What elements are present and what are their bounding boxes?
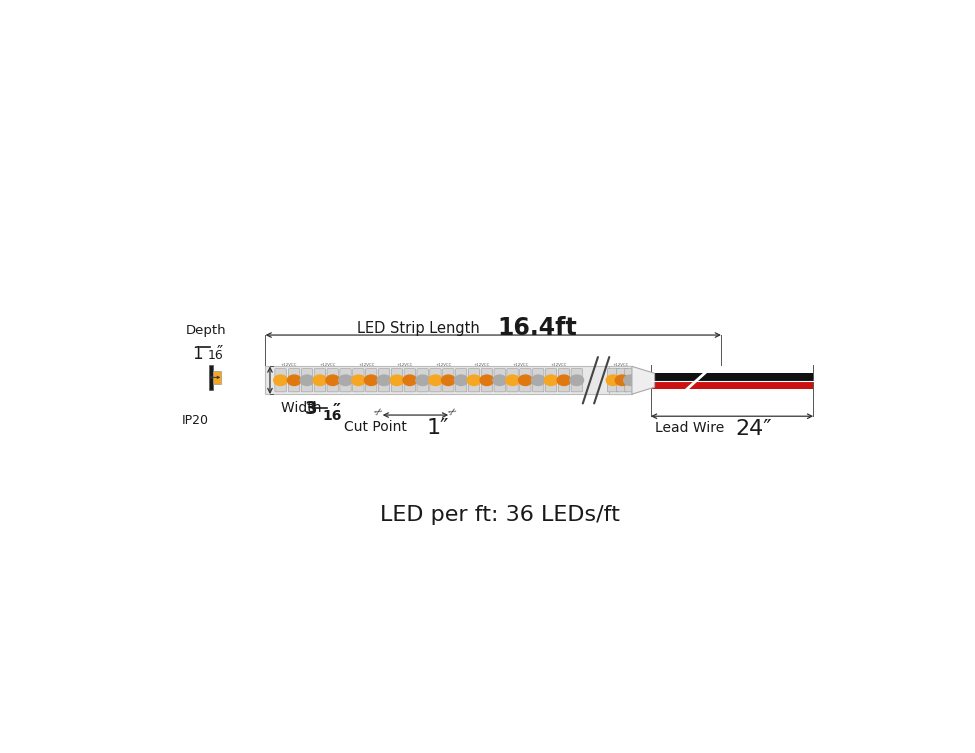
Circle shape <box>415 375 429 386</box>
Circle shape <box>493 375 506 386</box>
Text: +12VCC: +12VCC <box>359 363 374 367</box>
Circle shape <box>300 375 314 386</box>
Circle shape <box>429 375 443 386</box>
Text: 24″: 24″ <box>736 419 772 439</box>
FancyBboxPatch shape <box>275 369 287 392</box>
Bar <box>214 371 221 384</box>
FancyBboxPatch shape <box>327 369 338 392</box>
Text: +12VCC: +12VCC <box>474 363 490 367</box>
Text: ″: ″ <box>217 344 223 362</box>
Circle shape <box>506 375 520 386</box>
Bar <box>209 365 214 389</box>
FancyBboxPatch shape <box>494 369 505 392</box>
FancyBboxPatch shape <box>353 369 364 392</box>
Circle shape <box>624 375 638 386</box>
Circle shape <box>570 375 584 386</box>
Circle shape <box>338 375 352 386</box>
FancyBboxPatch shape <box>482 369 492 392</box>
FancyBboxPatch shape <box>417 369 428 392</box>
Circle shape <box>544 375 558 386</box>
Text: Width: Width <box>282 401 327 415</box>
Circle shape <box>352 375 366 386</box>
Circle shape <box>274 375 288 386</box>
FancyBboxPatch shape <box>616 369 628 392</box>
Text: ✂: ✂ <box>446 405 458 418</box>
Text: ″: ″ <box>332 401 340 419</box>
Circle shape <box>454 375 468 386</box>
Text: +12VCC: +12VCC <box>513 363 528 367</box>
Circle shape <box>467 375 481 386</box>
Circle shape <box>480 375 493 386</box>
Text: 16.4ft: 16.4ft <box>497 316 577 340</box>
Text: +12VCC: +12VCC <box>281 363 297 367</box>
FancyBboxPatch shape <box>314 369 326 392</box>
FancyBboxPatch shape <box>625 369 636 392</box>
FancyBboxPatch shape <box>378 369 390 392</box>
Bar <box>651 373 813 381</box>
Circle shape <box>288 375 301 386</box>
Circle shape <box>365 375 378 386</box>
FancyBboxPatch shape <box>468 369 480 392</box>
Bar <box>265 367 632 394</box>
Text: +12VCC: +12VCC <box>397 363 413 367</box>
Circle shape <box>519 375 532 386</box>
Text: 3: 3 <box>305 400 318 418</box>
Bar <box>651 381 813 389</box>
Text: +12VCC: +12VCC <box>320 363 336 367</box>
Text: LED per ft: 36 LEDs/ft: LED per ft: 36 LEDs/ft <box>379 505 620 525</box>
FancyBboxPatch shape <box>532 369 544 392</box>
Text: 16: 16 <box>208 349 223 362</box>
Text: Cut Point: Cut Point <box>344 419 411 434</box>
FancyBboxPatch shape <box>559 369 569 392</box>
FancyBboxPatch shape <box>430 369 441 392</box>
FancyBboxPatch shape <box>520 369 531 392</box>
Text: +12VCC: +12VCC <box>436 363 451 367</box>
Text: +12VCC: +12VCC <box>613 363 630 367</box>
Circle shape <box>313 375 327 386</box>
FancyBboxPatch shape <box>340 369 351 392</box>
Polygon shape <box>632 367 654 394</box>
Text: ✂: ✂ <box>372 405 385 418</box>
Text: 1: 1 <box>192 346 203 364</box>
Circle shape <box>557 375 570 386</box>
Text: 1″: 1″ <box>427 418 449 438</box>
Text: 16: 16 <box>323 409 342 422</box>
FancyBboxPatch shape <box>545 369 557 392</box>
Text: LED Strip Length: LED Strip Length <box>358 321 489 336</box>
Circle shape <box>531 375 545 386</box>
Circle shape <box>326 375 339 386</box>
FancyBboxPatch shape <box>507 369 518 392</box>
FancyBboxPatch shape <box>289 369 300 392</box>
FancyBboxPatch shape <box>443 369 454 392</box>
FancyBboxPatch shape <box>391 369 403 392</box>
Text: Depth: Depth <box>186 324 227 337</box>
Text: IP20: IP20 <box>181 414 209 428</box>
FancyBboxPatch shape <box>571 369 582 392</box>
FancyBboxPatch shape <box>404 369 415 392</box>
FancyBboxPatch shape <box>301 369 313 392</box>
Circle shape <box>390 375 404 386</box>
FancyBboxPatch shape <box>607 369 619 392</box>
Text: +12VCC: +12VCC <box>551 363 567 367</box>
Circle shape <box>615 375 629 386</box>
Circle shape <box>403 375 416 386</box>
Circle shape <box>606 375 620 386</box>
FancyBboxPatch shape <box>455 369 467 392</box>
Bar <box>609 367 632 394</box>
Text: Lead Wire: Lead Wire <box>654 421 728 434</box>
Circle shape <box>377 375 391 386</box>
Circle shape <box>442 375 455 386</box>
FancyBboxPatch shape <box>366 369 377 392</box>
